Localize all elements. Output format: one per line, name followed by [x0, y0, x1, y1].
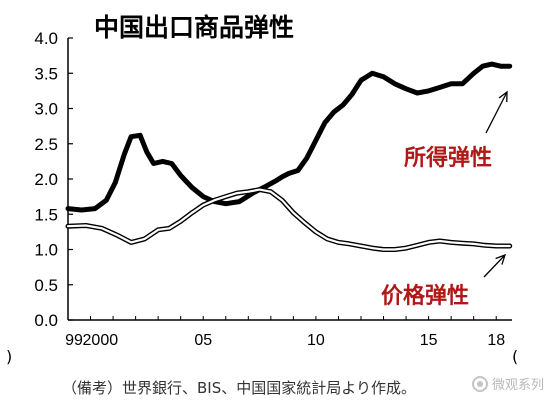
- y-tick-label: 1.0: [34, 241, 58, 260]
- y-tick-label: 3.5: [34, 64, 58, 83]
- x-tick-label: 05: [194, 332, 212, 349]
- left-paren-mark: ): [6, 347, 12, 366]
- income-elasticity-arrow-head: [498, 90, 508, 103]
- series-layer: [65, 61, 513, 252]
- y-tick-label: 2.5: [34, 135, 58, 154]
- income-elasticity-arrow: [485, 91, 508, 134]
- x-tick-label: 2000: [83, 332, 119, 349]
- x-tick-label: 99: [65, 332, 83, 349]
- income-elasticity-label: 所得弹性: [404, 145, 492, 171]
- y-tick-label: 0.0: [34, 311, 58, 330]
- axes-layer: 4.0 3.5 3.0 2.5 2.0 1.5 1.0 0.5 0.0 99 2000 05 10 15 1…: [34, 29, 512, 349]
- watermark-logo-icon: [471, 375, 488, 392]
- watermark: 微观系列: [471, 374, 544, 393]
- source-note: （備考）世界銀行、BIS、中国国家統計局より作成。: [62, 379, 416, 397]
- price-elasticity-label: 价格弹性: [381, 283, 469, 309]
- y-tick-label: 1.5: [34, 205, 58, 224]
- y-tick-label: 0.5: [34, 276, 58, 295]
- x-tick-label: 18: [487, 332, 505, 349]
- series-line-price-elasticity-inner: [66, 188, 511, 251]
- right-paren-mark: (: [512, 347, 518, 366]
- y-tick-label: 3.0: [34, 100, 58, 119]
- price-elasticity-arrow: [483, 254, 506, 278]
- y-tick-label: 2.0: [34, 170, 58, 189]
- series-line-income-elasticity: [65, 61, 513, 213]
- x-tick-label: 10: [307, 332, 325, 349]
- watermark-text: 微观系列: [491, 378, 544, 393]
- chart-title: 中国出口商品弹性: [94, 13, 294, 42]
- x-tick-label: 15: [420, 332, 438, 349]
- price-elasticity-arrow-head: [495, 253, 507, 265]
- y-tick-label: 4.0: [34, 29, 58, 48]
